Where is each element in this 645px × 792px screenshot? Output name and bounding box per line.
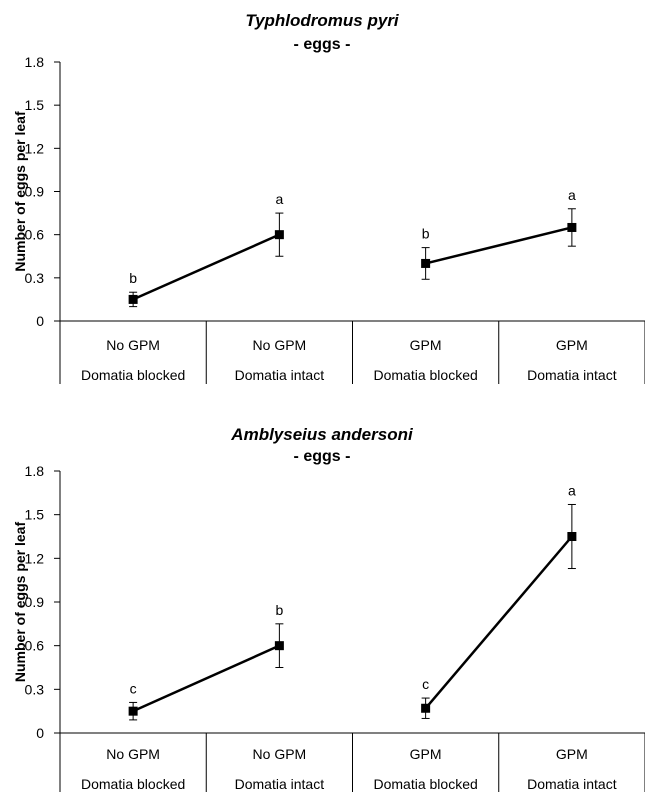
category-label-line2: Domatia blocked — [81, 776, 185, 792]
y-tick-label: 0.9 — [25, 184, 45, 200]
significance-letter: a — [568, 482, 576, 498]
y-tick-label: 0 — [36, 313, 44, 329]
category-label-line2: Domatia blocked — [81, 367, 185, 383]
category-label-line1: No GPM — [106, 337, 160, 353]
y-tick-label: 1.2 — [25, 140, 45, 156]
category-label-line1: GPM — [556, 337, 588, 353]
y-axis-label: Number of eggs per leaf — [12, 522, 28, 683]
chart-subtitle: - eggs - — [294, 36, 351, 53]
category-label-line2: Domatia intact — [235, 776, 325, 792]
series-line — [132, 233, 280, 301]
significance-letter: c — [130, 680, 137, 696]
y-tick-label: 0 — [36, 725, 44, 741]
data-point — [421, 258, 431, 268]
category-label-line1: No GPM — [106, 746, 160, 762]
y-tick-label: 0.3 — [25, 270, 45, 286]
data-point — [128, 294, 138, 304]
data-point — [421, 703, 431, 713]
y-tick-label: 0.6 — [25, 638, 45, 654]
chart-subtitle: - eggs - — [294, 448, 351, 465]
significance-letter: b — [275, 602, 283, 618]
y-tick-label: 1.8 — [25, 54, 45, 70]
category-label-line1: GPM — [410, 337, 442, 353]
series-line — [425, 226, 573, 265]
data-point — [274, 641, 284, 651]
y-tick-label: 1.2 — [25, 550, 45, 566]
significance-letter: b — [129, 270, 137, 286]
series-line — [424, 535, 573, 710]
category-label-line2: Domatia blocked — [373, 367, 477, 383]
significance-letter: c — [422, 676, 429, 692]
category-label-line2: Domatia blocked — [373, 776, 477, 792]
y-tick-label: 0.9 — [25, 594, 45, 610]
data-point — [567, 532, 577, 541]
significance-letter: b — [422, 226, 430, 242]
chart-panel-typhlodromus: Typhlodromus pyri - eggs - Number of eggs … — [12, 11, 645, 384]
y-tick-label: 1.5 — [25, 97, 45, 113]
category-label-line1: No GPM — [253, 337, 307, 353]
y-tick-label: 1.8 — [25, 463, 45, 479]
category-label-line1: No GPM — [253, 746, 307, 762]
category-label-line2: Domatia intact — [527, 776, 617, 792]
y-tick-label: 1.5 — [25, 507, 45, 523]
chart-title: Typhlodromus pyri — [245, 11, 400, 30]
significance-letter: a — [275, 191, 283, 207]
significance-letter: a — [568, 187, 576, 203]
data-point — [274, 230, 284, 240]
data-point — [128, 706, 138, 716]
chart-title: Amblyseius andersoni — [230, 425, 414, 444]
series-line — [132, 644, 280, 713]
y-axis-label: Number of eggs per leaf — [12, 111, 28, 272]
y-tick-label: 0.6 — [25, 227, 45, 243]
data-point — [567, 222, 577, 232]
chart-panel-amblyseius: Amblyseius andersoni - eggs - Number of eg… — [12, 425, 645, 792]
category-label-line2: Domatia intact — [235, 367, 325, 383]
category-label-line1: GPM — [556, 746, 588, 762]
category-label-line1: GPM — [410, 746, 442, 762]
y-tick-label: 0.3 — [25, 681, 45, 697]
category-label-line2: Domatia intact — [527, 367, 617, 383]
